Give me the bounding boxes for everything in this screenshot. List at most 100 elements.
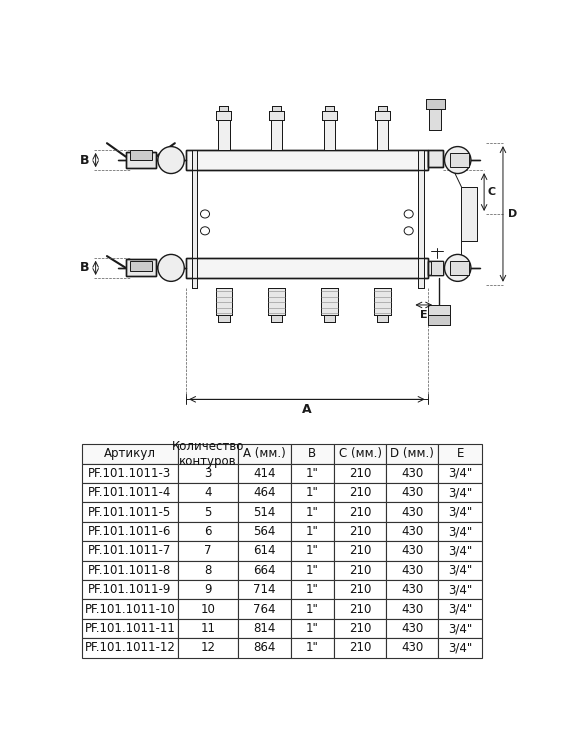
Bar <box>178 638 238 658</box>
Ellipse shape <box>158 147 185 173</box>
Text: 1": 1" <box>306 603 319 616</box>
Bar <box>427 315 450 325</box>
Bar <box>374 288 391 315</box>
Bar <box>439 638 482 658</box>
Text: E: E <box>456 447 464 461</box>
Text: 3/4": 3/4" <box>448 641 472 655</box>
Text: PF.101.1011-12: PF.101.1011-12 <box>85 641 175 655</box>
Text: 3/4": 3/4" <box>448 583 472 596</box>
Bar <box>82 522 178 541</box>
Text: 564: 564 <box>253 525 276 538</box>
Circle shape <box>404 227 413 235</box>
Bar <box>192 150 197 288</box>
Bar <box>291 561 334 580</box>
Text: 210: 210 <box>349 487 371 499</box>
Bar <box>439 444 482 464</box>
Bar <box>82 483 178 502</box>
Bar <box>375 111 390 120</box>
Text: A: A <box>302 403 312 416</box>
Bar <box>334 444 386 464</box>
Bar <box>324 315 335 322</box>
Bar <box>216 111 231 120</box>
Text: Артикул: Артикул <box>104 447 156 461</box>
Text: 3/4": 3/4" <box>448 487 472 499</box>
Bar <box>334 464 386 483</box>
Bar <box>378 106 387 111</box>
Bar <box>269 288 285 315</box>
Bar <box>178 561 238 580</box>
Text: 210: 210 <box>349 466 371 480</box>
Bar <box>178 483 238 502</box>
Bar <box>218 120 230 150</box>
Bar <box>386 580 439 600</box>
Bar <box>130 261 152 272</box>
Bar <box>220 106 228 111</box>
Text: PF.101.1011-7: PF.101.1011-7 <box>88 545 172 557</box>
Bar <box>427 150 443 167</box>
Text: PF.101.1011-6: PF.101.1011-6 <box>88 525 172 538</box>
Text: 3/4": 3/4" <box>448 564 472 577</box>
Bar <box>178 522 238 541</box>
Bar <box>192 150 197 288</box>
Bar <box>271 315 282 322</box>
Bar <box>334 541 386 561</box>
Text: 514: 514 <box>253 506 276 519</box>
Text: 10: 10 <box>201 603 215 616</box>
Bar <box>126 152 156 168</box>
Text: 1": 1" <box>306 487 319 499</box>
Bar <box>378 106 387 111</box>
Bar <box>429 109 441 129</box>
Bar <box>429 109 441 129</box>
Bar <box>439 600 482 619</box>
Text: B: B <box>79 261 89 275</box>
Bar <box>334 561 386 580</box>
Text: PF.101.1011-10: PF.101.1011-10 <box>85 603 175 616</box>
Bar <box>426 100 444 109</box>
Ellipse shape <box>444 254 471 281</box>
Text: 464: 464 <box>253 487 276 499</box>
Text: 430: 430 <box>401 641 423 655</box>
Bar <box>216 111 231 120</box>
Bar <box>325 106 334 111</box>
Bar <box>439 502 482 522</box>
Bar <box>215 288 232 315</box>
Bar <box>377 120 388 150</box>
Bar <box>324 120 335 150</box>
Bar <box>238 638 291 658</box>
Bar <box>291 619 334 638</box>
Bar <box>386 541 439 561</box>
Bar <box>334 483 386 502</box>
Text: 1": 1" <box>306 641 319 655</box>
Bar <box>82 638 178 658</box>
Bar <box>386 600 439 619</box>
Bar <box>427 315 450 325</box>
Bar <box>439 561 482 580</box>
Text: 7: 7 <box>204 545 212 557</box>
Bar <box>334 619 386 638</box>
Bar <box>334 638 386 658</box>
Text: 6: 6 <box>204 525 212 538</box>
Bar <box>238 561 291 580</box>
Bar <box>418 150 424 288</box>
Text: 864: 864 <box>253 641 276 655</box>
Bar <box>450 261 469 275</box>
Bar <box>178 464 238 483</box>
Text: 430: 430 <box>401 525 423 538</box>
Bar <box>427 261 443 275</box>
Bar <box>325 106 334 111</box>
Text: B: B <box>308 447 317 461</box>
Text: 1": 1" <box>306 564 319 577</box>
Bar <box>291 464 334 483</box>
Text: 1": 1" <box>306 622 319 635</box>
Text: 430: 430 <box>401 603 423 616</box>
Text: 414: 414 <box>253 466 276 480</box>
Bar <box>386 464 439 483</box>
Text: 430: 430 <box>401 564 423 577</box>
Bar <box>427 150 443 167</box>
Text: D: D <box>507 209 517 219</box>
Bar <box>450 153 469 167</box>
Bar <box>334 502 386 522</box>
Text: 210: 210 <box>349 641 371 655</box>
Bar <box>218 315 230 322</box>
Bar <box>439 541 482 561</box>
